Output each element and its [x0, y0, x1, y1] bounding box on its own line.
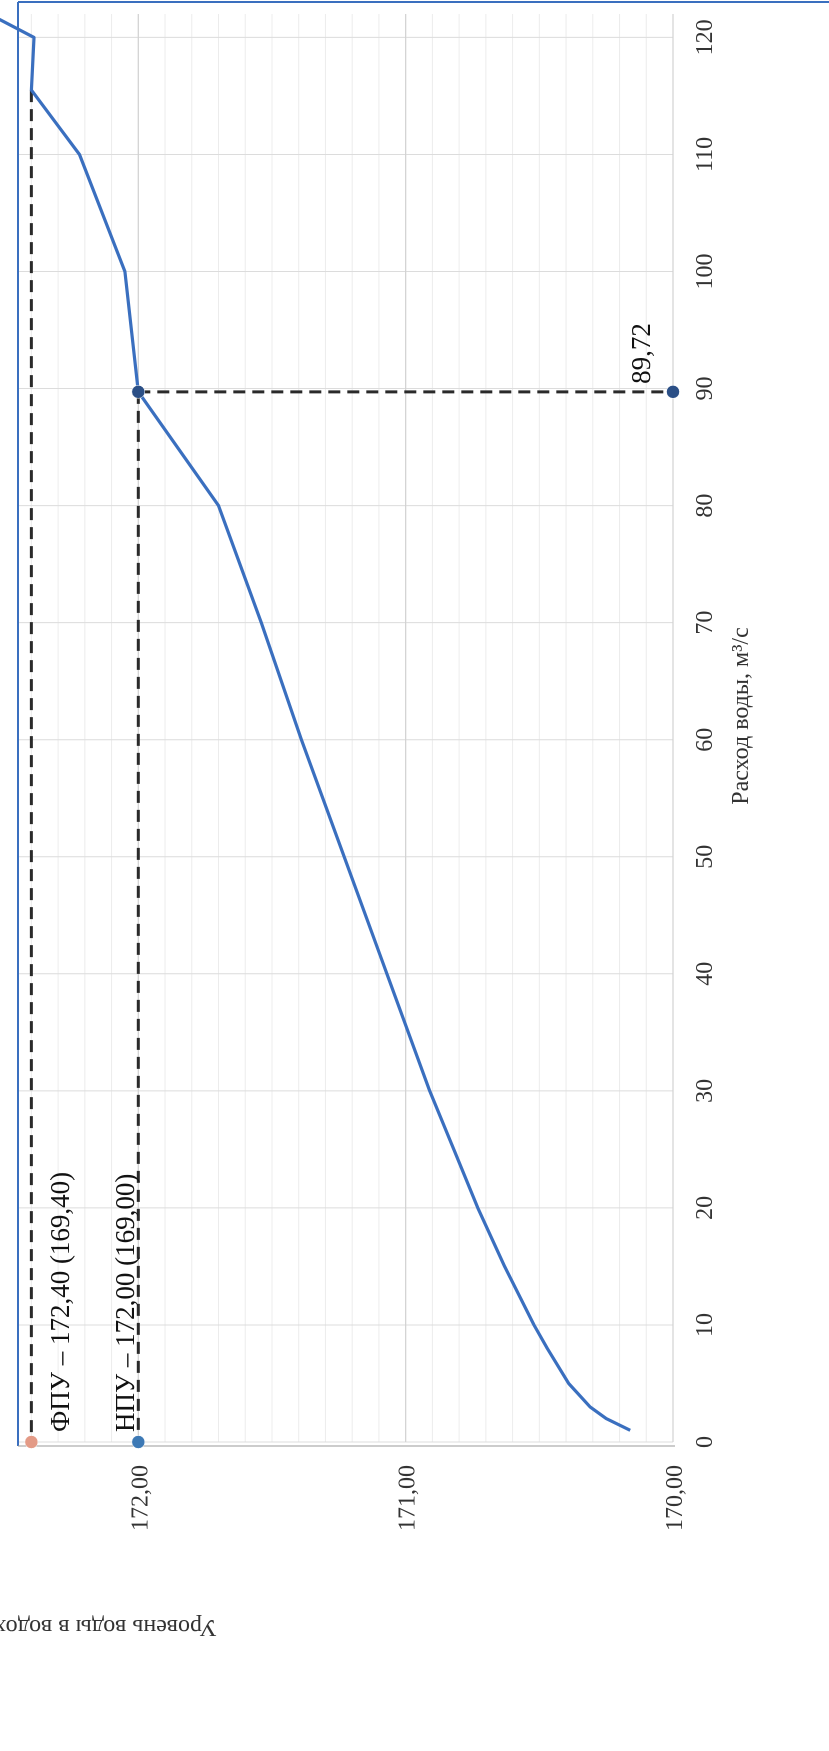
- y-axis-label: Уровень воды в водохранилище , м БС: [0, 1614, 217, 1640]
- x-tick-label: 120: [692, 19, 718, 55]
- x-tick-label: 40: [692, 962, 718, 986]
- annotations: 89,72 НПУ – 172,00 (169,00) ФПУ – 172,40 (…: [45, 323, 656, 1432]
- plot-frame: [17, 1, 829, 1447]
- x-tick-label: 10: [692, 1313, 718, 1337]
- marker-points: [24, 385, 680, 1449]
- x-tick-label: 50: [692, 845, 718, 869]
- y-tick-label: 170,00: [662, 1465, 688, 1531]
- annotation-89-72: 89,72: [626, 323, 656, 384]
- y-tick-label: 172,00: [127, 1465, 153, 1531]
- x-tick-label: 30: [692, 1079, 718, 1103]
- x-tick-label: 70: [692, 611, 718, 635]
- annotation-fpu: ФПУ – 172,40 (169,40): [45, 1172, 75, 1432]
- data-point: [131, 1435, 146, 1449]
- guide-lines: [29, 90, 673, 1442]
- x-tick-label: 0: [692, 1436, 718, 1448]
- x-tick-label: 90: [692, 377, 718, 401]
- series: [0, 17, 631, 1432]
- tick-labels: 0 10 20 30 40 50 60 70 80 90 100 110 120 170,00 171,00…: [127, 19, 718, 1531]
- x-tick-label: 20: [692, 1196, 718, 1220]
- series-line: [0, 17, 631, 1432]
- data-point: [131, 385, 146, 399]
- x-axis-label: Расход воды, м³/с: [728, 627, 754, 804]
- data-point: [666, 385, 680, 399]
- x-tick-label: 60: [692, 728, 718, 752]
- x-tick-label: 80: [692, 494, 718, 518]
- y-tick-label: 171,00: [395, 1465, 421, 1531]
- data-point: [24, 1435, 39, 1449]
- x-tick-label: 110: [692, 137, 718, 172]
- x-tick-label: 100: [692, 254, 718, 290]
- annotation-npu: НПУ – 172,00 (169,00): [110, 1174, 140, 1432]
